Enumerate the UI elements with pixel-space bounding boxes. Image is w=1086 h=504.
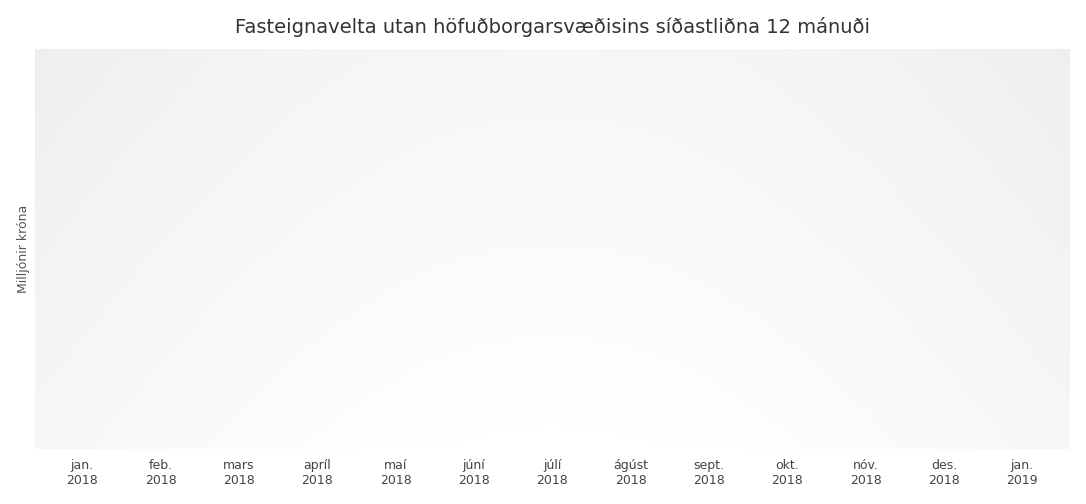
Bar xyxy=(350,210,361,449)
Bar xyxy=(585,202,596,449)
Bar xyxy=(1059,207,1066,449)
Bar xyxy=(980,224,988,449)
Bar xyxy=(660,216,674,449)
Bar xyxy=(215,242,263,449)
Bar xyxy=(426,103,439,449)
Bar xyxy=(507,194,518,449)
Bar xyxy=(275,248,282,449)
Bar xyxy=(667,216,674,449)
Text: 11.305: 11.305 xyxy=(841,212,892,225)
Bar xyxy=(842,205,889,449)
Text: 11.784: 11.784 xyxy=(527,202,578,215)
Bar xyxy=(431,103,440,449)
Bar xyxy=(901,212,909,449)
Bar xyxy=(745,228,753,449)
Bar xyxy=(823,172,831,449)
Text: 9.788: 9.788 xyxy=(61,245,103,258)
Text: 11.564: 11.564 xyxy=(997,207,1048,220)
Bar xyxy=(197,234,204,449)
Bar xyxy=(763,164,811,449)
Bar xyxy=(606,209,655,449)
Bar xyxy=(115,244,126,449)
Bar xyxy=(268,248,282,449)
Bar xyxy=(353,210,361,449)
Text: 10.238: 10.238 xyxy=(135,235,186,248)
Bar xyxy=(272,248,282,449)
Bar xyxy=(58,237,106,449)
Title: Fasteignavelta utan höfuðborgarsvæðisins síðastliðna 12 mánuði: Fasteignavelta utan höfuðborgarsvæðisins… xyxy=(235,17,870,37)
Bar xyxy=(1052,207,1065,449)
Bar xyxy=(112,244,126,449)
Bar xyxy=(820,172,831,449)
Bar xyxy=(293,202,341,449)
Bar xyxy=(371,93,420,449)
Bar xyxy=(504,194,517,449)
Bar xyxy=(684,221,733,449)
Bar xyxy=(190,234,204,449)
Text: 16.489: 16.489 xyxy=(370,100,421,113)
Bar xyxy=(738,228,753,449)
Text: 10.529: 10.529 xyxy=(683,229,734,242)
Bar xyxy=(510,194,518,449)
Bar xyxy=(450,185,498,449)
Text: 9.559: 9.559 xyxy=(218,250,260,263)
Bar xyxy=(896,212,909,449)
Bar xyxy=(977,224,987,449)
Text: 11.111: 11.111 xyxy=(605,217,656,229)
Bar xyxy=(1056,207,1066,449)
Text: 11.430: 11.430 xyxy=(292,210,343,223)
Bar xyxy=(974,224,987,449)
Bar xyxy=(589,202,596,449)
Bar xyxy=(898,212,909,449)
Bar xyxy=(528,195,577,449)
Bar xyxy=(118,244,126,449)
Y-axis label: Milljónir króna: Milljónir króna xyxy=(16,205,29,293)
Bar xyxy=(664,216,674,449)
Bar xyxy=(817,172,831,449)
Bar xyxy=(582,202,595,449)
Bar xyxy=(348,210,361,449)
Bar xyxy=(920,217,969,449)
Bar xyxy=(429,103,439,449)
Bar xyxy=(742,228,753,449)
Bar xyxy=(193,234,204,449)
Bar xyxy=(136,228,185,449)
Text: 12.196: 12.196 xyxy=(449,193,500,206)
Bar xyxy=(998,199,1047,449)
Text: 10.722: 10.722 xyxy=(919,225,970,238)
Text: 13.210: 13.210 xyxy=(761,171,812,184)
